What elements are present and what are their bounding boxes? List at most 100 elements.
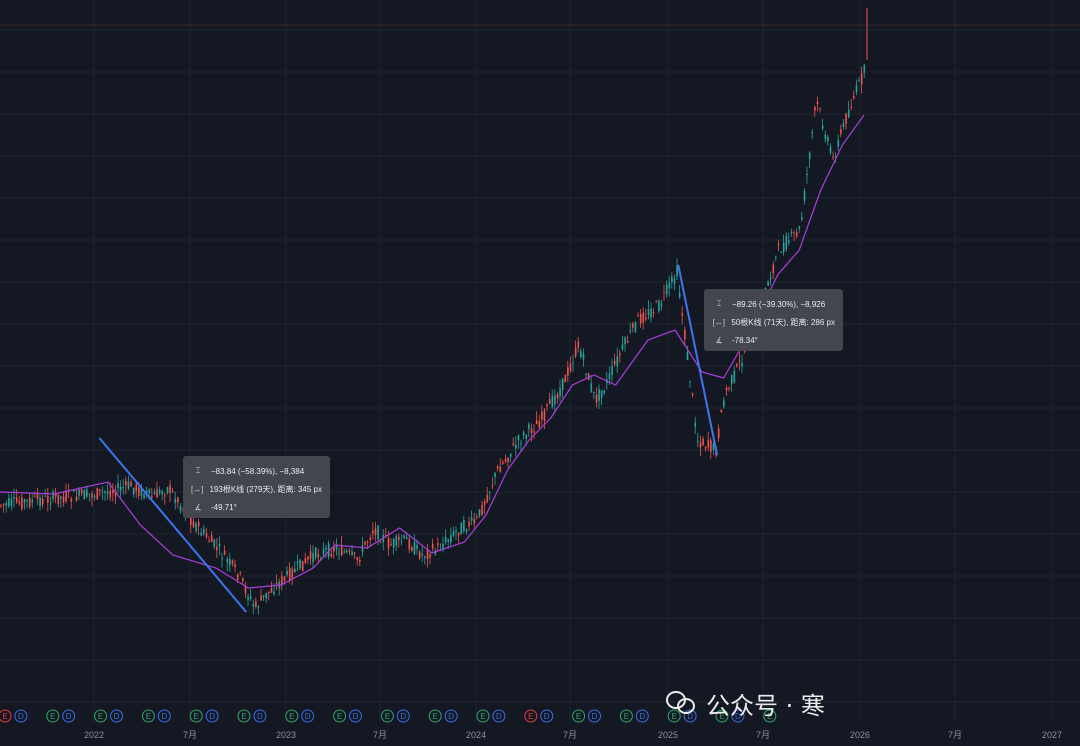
candle-body	[338, 553, 340, 555]
candle-body	[0, 504, 2, 506]
candle-body	[821, 125, 824, 129]
candle-body	[387, 538, 390, 549]
candle-body	[117, 483, 119, 489]
candle-body	[572, 362, 574, 364]
candle-body	[717, 428, 720, 439]
candle-body	[255, 601, 257, 607]
candle-body	[463, 519, 465, 531]
candle-body	[174, 498, 177, 504]
candle-body	[41, 498, 44, 505]
candle-body	[281, 576, 283, 586]
candle-body	[603, 390, 606, 393]
dividend-marker: D	[62, 709, 76, 723]
candle-body	[361, 545, 364, 552]
marker-label: E	[767, 712, 772, 721]
angle-icon: ∡	[194, 502, 202, 512]
candle-body	[15, 497, 18, 503]
price-change-row: ⌶ −83.84 (−58.39%), −8,384	[191, 462, 322, 480]
candle-body	[13, 497, 15, 499]
marker-label: D	[496, 712, 502, 721]
candle-body	[530, 428, 533, 434]
price-change-text: −83.84 (−58.39%), −8,384	[211, 466, 305, 476]
marker-label: D	[639, 712, 645, 721]
candle-body	[156, 489, 158, 498]
candle-body	[192, 521, 195, 528]
candle-body	[538, 421, 541, 428]
candle-body	[151, 496, 153, 498]
candle-body	[785, 235, 788, 250]
x-tick-label: 2026	[850, 730, 870, 740]
candle-body	[533, 431, 535, 433]
candle-body	[634, 322, 637, 332]
candle-body	[650, 308, 652, 318]
candle-body	[143, 493, 145, 499]
candle-body	[190, 516, 192, 525]
price-change-row: ⌶ −89.26 (−39.30%), −8,926	[712, 295, 835, 313]
candle-body	[473, 519, 476, 524]
candle-body	[205, 533, 208, 538]
marker-label: E	[433, 712, 438, 721]
candle-body	[450, 535, 452, 543]
candle-body	[489, 491, 491, 493]
candle-body	[140, 486, 143, 497]
candle-body	[845, 113, 847, 124]
earnings-marker: E	[428, 709, 442, 723]
candle-body	[476, 516, 478, 518]
dividend-marker: D	[731, 709, 745, 723]
bars-range-row: [↔] 193根K线 (279天), 距离: 345 px	[191, 480, 322, 498]
dividend-marker: D	[349, 709, 362, 723]
candle-body	[863, 65, 866, 73]
candle-body	[561, 378, 564, 390]
candle-body	[93, 496, 96, 498]
candle-body	[31, 499, 34, 503]
candle-body	[340, 544, 343, 556]
candle-body	[413, 541, 416, 555]
candle-body	[824, 134, 827, 140]
candle-body	[322, 549, 325, 555]
candle-body	[395, 536, 398, 546]
candle-body	[247, 596, 249, 600]
candle-body	[379, 542, 382, 544]
candle-body	[730, 374, 733, 384]
x-tick-label: 7月	[948, 730, 962, 740]
candle-body	[827, 136, 829, 142]
candle-body	[741, 363, 743, 367]
candle-body	[678, 293, 681, 297]
measurement-tooltip: ⌶ −89.26 (−39.30%), −8,926 [↔] 50根K线 (71…	[704, 289, 843, 351]
candle-body	[447, 539, 450, 542]
candle-body	[62, 496, 65, 503]
candle-body	[655, 301, 658, 303]
candle-body	[283, 576, 286, 581]
candle-body	[403, 535, 405, 538]
candle-body	[671, 276, 673, 282]
measurement-line	[98, 437, 248, 613]
candle-body	[775, 256, 777, 258]
candle-body	[169, 485, 171, 494]
candle-body	[138, 487, 140, 496]
candle-body	[229, 559, 231, 566]
candle-body	[494, 472, 496, 478]
candle-body	[299, 559, 301, 569]
candle-body	[642, 312, 645, 323]
date-range-icon: [↔]	[191, 484, 204, 494]
candle-body	[26, 499, 28, 501]
marker-label: E	[528, 712, 533, 721]
candle-body	[309, 551, 312, 559]
candle-body	[244, 586, 247, 594]
candle-body	[145, 490, 148, 494]
candle-body	[377, 525, 379, 540]
candle-body	[658, 300, 660, 312]
x-tick-label: 2024	[466, 730, 486, 740]
candle-body	[60, 496, 62, 499]
candle-body	[70, 498, 73, 502]
candle-body	[483, 501, 486, 505]
bars-range-text: 50根K线 (71天), 距离: 286 px	[731, 317, 835, 327]
candle-body	[639, 313, 642, 324]
candle-body	[125, 480, 127, 486]
candle-body	[252, 603, 255, 607]
x-tick-label: 2022	[84, 730, 104, 740]
candle-body	[704, 447, 707, 449]
candle-body	[598, 388, 600, 401]
